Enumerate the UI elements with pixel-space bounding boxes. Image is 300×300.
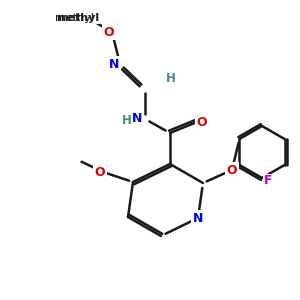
- Text: O: O: [104, 26, 114, 38]
- Text: H: H: [122, 113, 132, 127]
- Text: methyl: methyl: [55, 13, 94, 23]
- Text: N: N: [193, 212, 203, 224]
- Text: methyl: methyl: [56, 13, 100, 23]
- Text: N: N: [132, 112, 142, 125]
- Text: O: O: [95, 166, 105, 178]
- Text: O: O: [227, 164, 237, 176]
- Text: F: F: [264, 175, 272, 188]
- Text: O: O: [197, 116, 207, 128]
- Text: H: H: [166, 73, 176, 85]
- Text: N: N: [109, 58, 119, 70]
